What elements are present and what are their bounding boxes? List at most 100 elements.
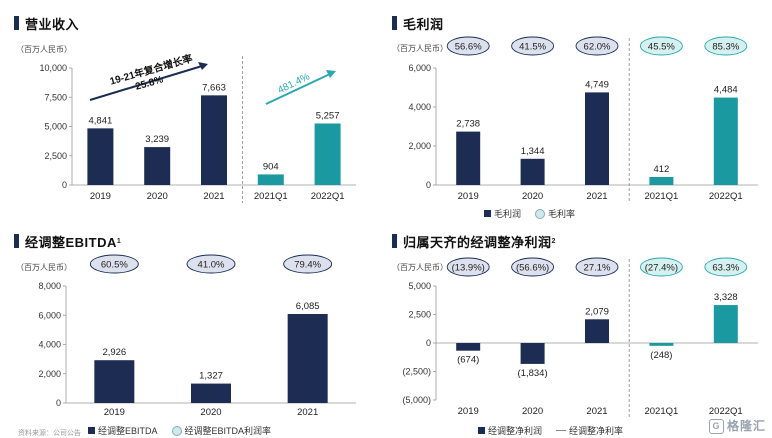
bar-2021 — [585, 92, 609, 185]
adj-ebitda-chart: 0 2,000 4,000 6,000 8,000 2,926 2019 60.5% 1,327… — [38, 254, 356, 418]
watermark: G 格隆汇 — [708, 417, 766, 434]
adj-ebitda-title-footnote: 1 — [116, 237, 121, 245]
margin-label: 41.5% — [519, 42, 546, 53]
legend-line-swatch — [556, 430, 567, 431]
y-tick-label: (2,500) — [402, 367, 431, 377]
margin-label: 63.3% — [712, 263, 739, 274]
y-tick-label: 0 — [62, 180, 67, 190]
bar-2019 — [94, 360, 135, 403]
legend-circle-label: 经调整EBITDA利润率 — [184, 426, 272, 436]
title-marker — [14, 234, 19, 248]
gross_profit-plot: 0 2,000 4,000 6,000 2,738 2019 56.6% 1,344 2020 4… — [408, 36, 758, 203]
margin-ellipse — [575, 36, 619, 56]
legend-circle-swatch — [171, 425, 182, 436]
margin-ellipse — [89, 254, 139, 274]
legend-circle-label: 经调整净利率 — [569, 426, 624, 436]
y-tick-label: 4,000 — [38, 340, 61, 350]
legend-bar-label: 经调整EBITDA — [98, 426, 158, 436]
adj-net-profit-unit: （百万人民币） — [392, 263, 448, 272]
category-label: 2020 — [522, 406, 543, 417]
y-tick-label: 4,000 — [408, 102, 431, 112]
y-tick-label: 2,000 — [38, 369, 61, 379]
margin-label: 45.5% — [648, 42, 675, 53]
adj-ebitda-legend: 经调整EBITDA 经调整EBITDA利润率 — [88, 424, 271, 437]
value-label: 1,344 — [521, 146, 545, 157]
margin-label: (56.6%) — [516, 263, 549, 274]
watermark-logo-icon: G — [708, 419, 724, 434]
bar-2021Q1 — [649, 176, 674, 185]
legend-bar-swatch — [484, 210, 491, 217]
category-label: 2022Q1 — [709, 406, 743, 417]
margin-ellipse — [704, 36, 748, 56]
gross-profit-panel: 毛利润 （百万人民币） 0 2,000 4,000 6,000 2,738 2019 56.… — [386, 0, 772, 220]
adj-ebitda-panel: 经调整EBITDA 1 （百万人民币） 0 2,000 4,000 6,000 8,000… — [0, 218, 386, 436]
value-label: 2,738 — [456, 119, 480, 130]
category-label: 2021 — [297, 407, 318, 418]
adj_net_profit-plot: (5,000) (2,500) 0 2,500 5,000 (674) 2019 (13.9%… — [402, 257, 758, 418]
legend-bar-label: 经调整净利润 — [488, 426, 543, 436]
adj-net-profit-panel: 归属天齐的经调整净利润 2 （百万人民币） (5,000) (2,500) 0 2,50… — [386, 218, 772, 436]
value-label: 904 — [263, 161, 279, 172]
category-label: 2019 — [458, 191, 479, 202]
revenue-unit: （百万人民币） — [16, 45, 72, 54]
y-tick-label: 2,500 — [408, 310, 431, 320]
margin-label: 60.5% — [101, 260, 128, 271]
value-label: (248) — [650, 350, 672, 361]
footer-source-note: 资料来源：公司公告 — [18, 430, 81, 437]
adj-net-profit-legend: 经调整净利润 经调整净利率 — [478, 424, 623, 437]
margin-label: (27.4%) — [645, 263, 678, 274]
category-label: 2019 — [104, 407, 125, 418]
adj-net-profit-header: 归属天齐的经调整净利润 2 — [392, 230, 555, 252]
margin-ellipse — [186, 254, 236, 274]
margin-label: (13.9%) — [452, 263, 485, 274]
margin-ellipse — [446, 257, 490, 277]
growth-label: 481.4% — [276, 71, 311, 96]
bar-2020 — [191, 383, 231, 403]
value-label: 2,079 — [585, 306, 609, 317]
y-tick-label: 0 — [56, 398, 61, 408]
margin-ellipse — [639, 257, 683, 277]
value-label: 5,257 — [316, 110, 340, 121]
cagr-arrow-line — [89, 65, 203, 101]
legend-circle-swatch — [535, 208, 546, 219]
margin-ellipse — [446, 36, 490, 56]
gross-profit-chart: 0 2,000 4,000 6,000 2,738 2019 56.6% 1,344 2020 4… — [408, 36, 758, 203]
y-tick-label: 2,000 — [408, 141, 431, 151]
title-marker — [14, 16, 19, 30]
revenue-title: 营业收入 — [25, 16, 80, 32]
bar-2020 — [144, 147, 171, 185]
legend-circle-label: 毛利率 — [548, 209, 576, 219]
growth-arrow-head — [326, 70, 336, 78]
category-label: 2021Q1 — [644, 191, 678, 202]
value-label: 7,663 — [202, 82, 226, 93]
bar-2022Q1 — [713, 305, 738, 343]
category-label: 2020 — [147, 191, 168, 202]
bar-2022Q1 — [314, 123, 341, 185]
value-label: 4,841 — [89, 115, 113, 126]
bar-2019 — [456, 343, 481, 351]
bar-2021 — [287, 314, 328, 403]
category-label: 2022Q1 — [709, 191, 743, 202]
revenue-plot: 0 2,500 5,000 7,500 10,000 4,841 2019 3,239 2020… — [39, 56, 356, 203]
margin-ellipse — [511, 36, 555, 56]
category-label: 2021Q1 — [254, 191, 288, 202]
cagr-arrow-head — [198, 62, 208, 70]
category-label: 2021 — [586, 191, 607, 202]
category-label: 2021Q1 — [644, 406, 678, 417]
y-tick-label: 5,000 — [408, 281, 431, 291]
adj-ebitda-header: 经调整EBITDA 1 — [14, 230, 121, 252]
adj-net-profit-title-footnote: 2 — [551, 237, 556, 245]
margin-ellipse — [511, 257, 555, 277]
bar-2020 — [520, 343, 545, 364]
value-label: 1,327 — [199, 371, 223, 382]
gross-profit-legend: 毛利润 毛利率 — [484, 207, 575, 220]
bar-2019 — [87, 128, 114, 185]
title-marker — [392, 234, 397, 248]
margin-ellipse — [283, 254, 333, 274]
bar-2020 — [520, 158, 545, 185]
value-label: 2,926 — [102, 347, 126, 358]
value-label: (1,834) — [518, 368, 548, 379]
value-label: 3,239 — [145, 134, 169, 145]
revenue-header: 营业收入 — [14, 12, 79, 34]
margin-ellipse — [639, 36, 683, 56]
